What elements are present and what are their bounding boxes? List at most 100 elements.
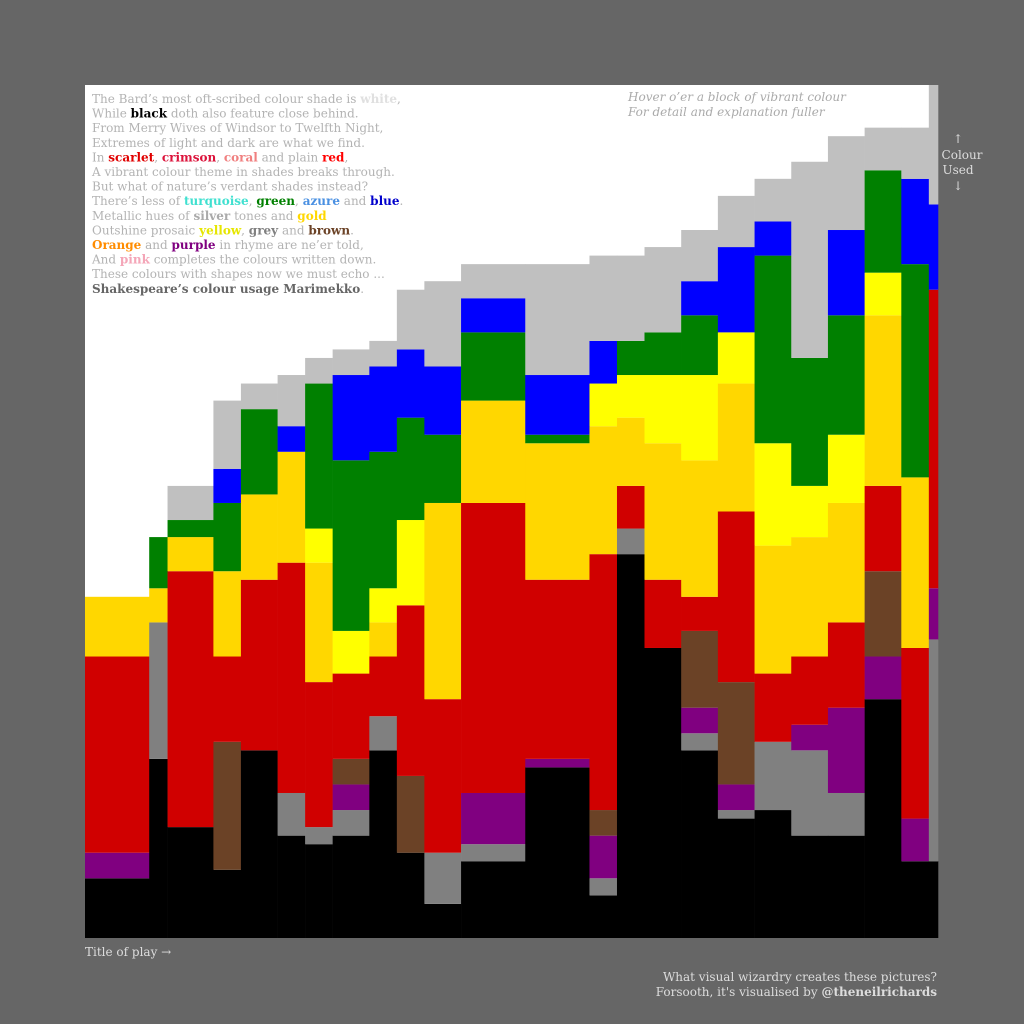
footer-handle[interactable]: @theneilrichards [821,985,937,999]
block [461,298,526,333]
block [717,247,755,333]
block [277,426,306,452]
poem-line: Metallic hues of silver tones and gold [92,209,327,223]
block [754,545,792,674]
block [827,835,865,938]
block [277,835,306,938]
poem-text: crimson [162,150,217,164]
poem-text: , [154,150,162,164]
block [167,827,214,938]
block [461,844,526,862]
poem-text: azure [303,194,341,208]
block [424,366,462,435]
poem-line: Outshine prosaic yellow, grey and brown. [92,223,354,237]
block [332,673,370,759]
block [791,161,829,358]
block [616,485,645,529]
poem-text: Outshine prosaic [92,223,199,237]
poem-text: completes the colours written down. [150,253,376,267]
block [149,622,168,759]
block [369,340,398,367]
block [167,537,214,572]
block [864,272,902,316]
block [396,775,425,853]
block [717,682,755,785]
poem-text: gold [297,209,327,223]
block [240,494,278,580]
block [589,810,618,836]
block [305,827,333,845]
poem-text: And [91,253,120,267]
poem-text: While [92,107,131,121]
block [616,340,645,376]
block [864,656,902,700]
block [277,562,306,793]
poem-text: , [216,150,224,164]
block [396,289,425,350]
block [369,656,398,717]
block [589,383,618,427]
block [754,443,792,546]
poem-text: . [350,223,354,237]
block [369,622,398,657]
block [305,844,333,938]
block [717,195,755,248]
block [827,434,865,503]
block [616,255,645,341]
side-label: Colour [942,148,983,162]
block [717,383,755,512]
block [616,528,645,555]
block [461,332,526,401]
block [424,852,462,904]
footer: Forsooth, it's visualised by [656,985,822,999]
poem-text: turquoise [184,194,249,208]
poem-text: , [295,194,303,208]
block [332,784,370,811]
block [589,878,618,896]
block [616,554,645,938]
block [167,520,214,538]
block [213,502,242,572]
block [644,579,682,648]
poem-line: Shakespeare’s colour usage Marimekko. [92,282,364,296]
block [681,375,719,461]
block [461,400,526,503]
block [589,895,618,938]
block [424,502,462,700]
block [424,699,462,853]
block [332,375,370,461]
block [754,178,792,222]
footer: Forsooth, it's visualised by @theneilric… [656,985,937,999]
block [277,451,306,563]
block [525,434,590,444]
poem-text: pink [120,253,151,267]
poem-text: . [399,194,403,208]
block [213,400,242,469]
block [754,221,792,256]
block [681,460,719,597]
block [396,349,425,418]
poem-text: Metallic hues of [92,209,193,223]
block [717,810,755,819]
poem-line: And pink completes the colours written d… [91,253,376,267]
block [149,588,168,623]
poem-text: and [141,238,171,252]
block [928,861,939,938]
poem-line: In scarlet, crimson, coral and plain red… [92,150,348,164]
block [901,861,930,938]
block [901,818,930,862]
block [827,792,865,836]
poem-text: . [360,282,364,296]
poem-line: But what of nature’s verdant shades inst… [92,180,368,194]
block [240,579,278,751]
block [240,383,278,410]
block [332,349,370,376]
poem-text: , [344,150,348,164]
block [827,707,865,793]
block [461,792,526,845]
poem-line: Orange and purple in rhyme are ne’er tol… [92,238,364,252]
block [305,383,333,529]
block [791,750,829,836]
block [85,852,150,879]
poem-line: Extremes of light and dark are what we f… [92,136,365,150]
